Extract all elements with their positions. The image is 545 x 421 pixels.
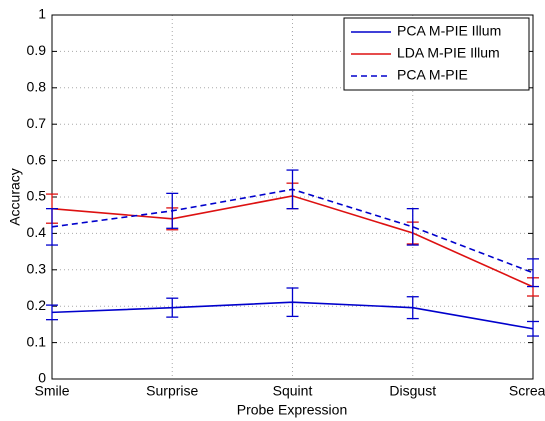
y-tick-label: 0.9	[27, 42, 47, 58]
series-line	[51, 188, 534, 274]
y-axis-title: Accuracy	[7, 168, 23, 226]
x-axis-title: Probe Expression	[237, 402, 348, 418]
y-tick-label: 0.2	[27, 297, 47, 313]
x-tick-label: Surprise	[146, 383, 198, 399]
legend-label: LDA M-PIE Illum	[397, 45, 500, 61]
y-tick-label: 0.5	[27, 188, 47, 204]
legend-label: PCA M-PIE	[397, 67, 468, 83]
x-tick-label: Scream	[509, 383, 545, 399]
y-tick-label: 0.1	[27, 333, 47, 349]
y-tick-label: 0.8	[27, 79, 47, 95]
y-tick-label: 0.3	[27, 261, 47, 277]
y-tick-label: 0.7	[27, 115, 47, 131]
x-tick-label: Smile	[34, 383, 69, 399]
y-tick-label: 0	[38, 370, 46, 386]
y-tick-label: 0.6	[27, 151, 47, 167]
x-tick-label: Squint	[273, 383, 313, 399]
series-line	[51, 301, 534, 330]
legend-label: PCA M-PIE Illum	[397, 23, 501, 39]
y-tick-label: 1	[38, 6, 46, 22]
x-tick-label: Disgust	[389, 383, 436, 399]
y-tick-label: 0.4	[27, 224, 47, 240]
